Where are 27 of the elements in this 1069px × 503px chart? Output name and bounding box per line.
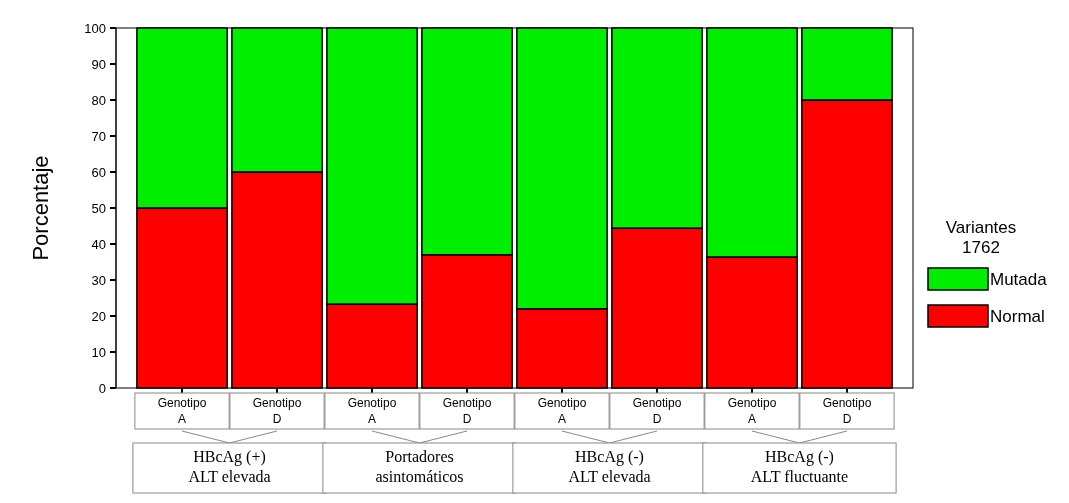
x-tick-label: Genotipo A xyxy=(347,396,397,426)
x-tick-label: Genotipo D xyxy=(252,396,302,426)
legend-title: Variantes 1762 xyxy=(945,218,1017,257)
y-tick-label: 50 xyxy=(91,200,106,216)
x-tick-label: Genotipo D xyxy=(442,396,492,426)
text: HBcAg (-) ALT fluctuante xyxy=(750,448,849,485)
x-tick-label: Genotipo A xyxy=(157,396,207,426)
y-tick-label: 40 xyxy=(91,236,106,252)
legend-label: Mutada xyxy=(990,269,1048,289)
y-tick-label: 60 xyxy=(91,164,106,180)
text: HBcAg (-) ALT elevada xyxy=(568,448,651,485)
x-tick-label: Genotipo D xyxy=(632,396,682,426)
y-tick-label: 70 xyxy=(91,128,106,144)
text: HBcAg (+) ALT elevada xyxy=(188,448,271,485)
y-tick-label: 0 xyxy=(98,380,106,396)
y-axis-title: Porcentaje xyxy=(28,155,53,261)
text: Portadores asintomáticos xyxy=(375,448,464,485)
x-tick-label: Genotipo D xyxy=(822,396,872,426)
y-tick-label: 100 xyxy=(84,20,106,36)
legend-label: Normal xyxy=(990,306,1045,326)
y-tick-label: 10 xyxy=(91,344,106,360)
y-tick-label: 30 xyxy=(91,272,106,288)
y-tick-label: 20 xyxy=(91,308,106,324)
x-tick-label: Genotipo A xyxy=(727,396,777,426)
y-tick-label: 90 xyxy=(91,56,106,72)
x-tick-label: Genotipo A xyxy=(537,396,587,426)
y-tick-label: 80 xyxy=(91,92,106,108)
